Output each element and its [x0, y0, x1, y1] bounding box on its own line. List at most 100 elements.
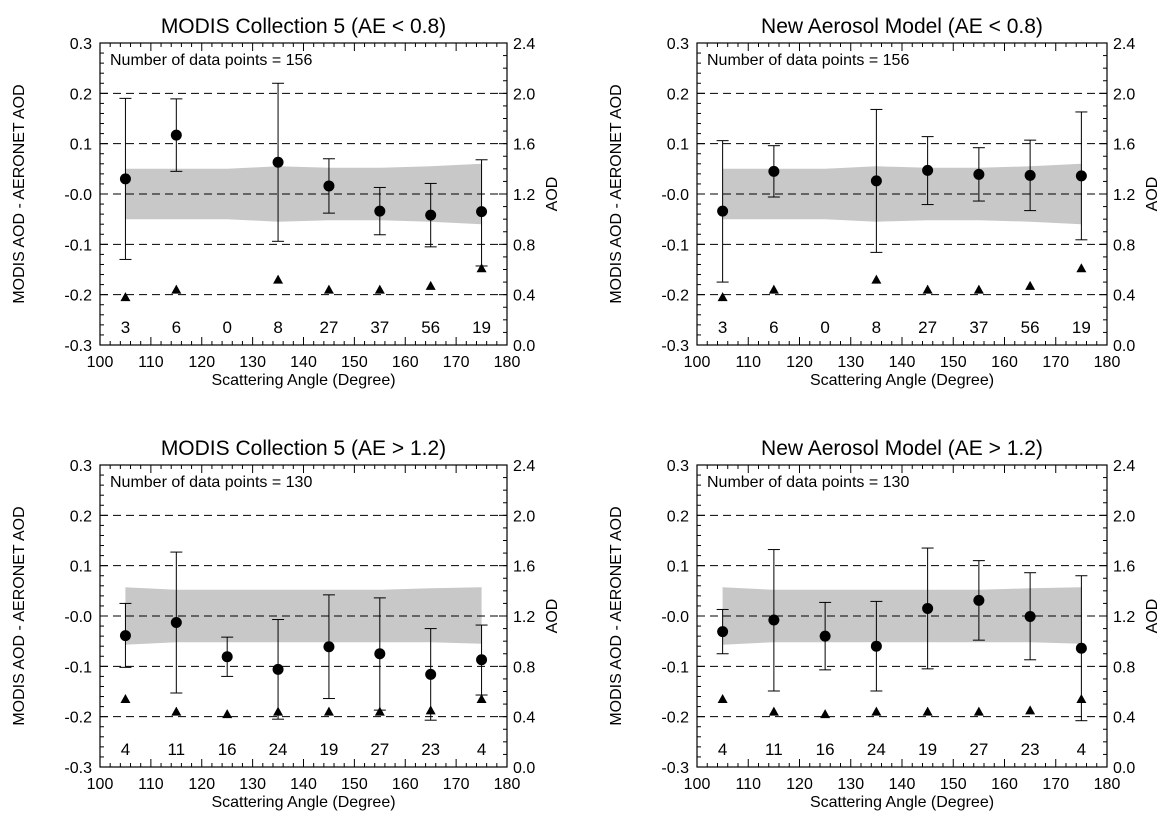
aod-triangle: [323, 706, 334, 716]
x-tick-label: 170: [1042, 354, 1069, 371]
count-label: 8: [273, 318, 282, 337]
y-axis-label: MODIS AOD - AERONET AOD: [11, 506, 28, 725]
count-label: 4: [1077, 740, 1086, 759]
x-tick-label: 130: [837, 354, 864, 371]
aod-triangle: [374, 284, 385, 294]
data-points-annotation: Number of data points = 156: [110, 52, 312, 69]
x-tick-label: 130: [239, 354, 266, 371]
y-tick-label: -0.0: [661, 609, 689, 626]
count-label: 19: [319, 740, 338, 759]
x-tick-label: 170: [443, 354, 470, 371]
aod-triangle: [717, 694, 728, 704]
mean-bias-point: [374, 205, 386, 217]
x-tick-label: 100: [87, 776, 114, 793]
y2-tick-label: 0.0: [513, 760, 535, 777]
aod-triangle: [425, 705, 436, 715]
mean-bias-point: [870, 640, 882, 652]
x-tick-label: 100: [684, 354, 711, 371]
x-tick-label: 140: [889, 776, 916, 793]
x-tick-label: 150: [341, 776, 368, 793]
chart-panel-4: 100 110 120 130 140 150 160 170 180 -0.3 -0.2 -0.1 -…: [608, 437, 1161, 811]
y-tick-label: 0.2: [70, 86, 92, 103]
count-label: 16: [218, 740, 237, 759]
mean-bias-point: [1024, 169, 1036, 181]
mean-bias-point: [973, 168, 985, 180]
mean-bias-point: [922, 164, 934, 176]
x-tick-label: 160: [991, 354, 1018, 371]
mean-bias-point: [1024, 611, 1036, 623]
x-tick-label: 120: [188, 776, 215, 793]
y-tick-label: -0.0: [661, 187, 689, 204]
x-axis-label: Scattering Angle (Degree): [810, 372, 994, 389]
y-tick-label: -0.1: [661, 659, 689, 676]
count-label: 16: [816, 740, 835, 759]
data-points-annotation: Number of data points = 130: [110, 474, 312, 491]
y2-tick-label: 0.8: [513, 659, 535, 676]
count-label: 0: [820, 318, 829, 337]
chart-panel-1: 100 110 120 130 140 150 160 170 180 -0.3 -0.2 -0.1 -…: [11, 15, 561, 389]
x-tick-label: 140: [889, 354, 916, 371]
x-tick-label: 130: [837, 776, 864, 793]
y2-axis-label: AOD: [544, 177, 561, 212]
y2-tick-label: 2.0: [1113, 86, 1135, 103]
y-tick-label: 0.3: [70, 36, 92, 53]
count-label: 56: [421, 318, 440, 337]
x-tick-label: 120: [786, 776, 813, 793]
x-tick-label: 120: [786, 354, 813, 371]
y-tick-label: -0.0: [64, 609, 92, 626]
mean-bias-point: [819, 630, 831, 642]
x-tick-label: 100: [684, 776, 711, 793]
count-label: 19: [472, 318, 491, 337]
y2-tick-label: 0.8: [1113, 237, 1135, 254]
y-tick-label: 0.1: [667, 559, 689, 576]
x-tick-label: 180: [1094, 354, 1121, 371]
y2-tick-label: 0.4: [1113, 288, 1135, 305]
x-tick-label: 100: [87, 354, 114, 371]
aod-triangle: [1076, 263, 1087, 273]
y-tick-label: -0.2: [661, 710, 689, 727]
count-label: 6: [172, 318, 181, 337]
aod-triangle: [768, 706, 779, 716]
y2-tick-label: 1.2: [1113, 187, 1135, 204]
mean-bias-point: [476, 654, 488, 666]
mean-bias-point: [221, 651, 233, 663]
chart-panel-2: 100 110 120 130 140 150 160 170 180 -0.3 -0.2 -0.1 -…: [608, 15, 1161, 389]
count-label: 27: [370, 740, 389, 759]
y-tick-label: 0.3: [667, 458, 689, 475]
data-points-annotation: Number of data points = 156: [707, 52, 909, 69]
count-label: 11: [167, 740, 185, 759]
x-tick-label: 150: [341, 354, 368, 371]
x-tick-label: 110: [735, 354, 761, 371]
mean-bias-point: [170, 617, 182, 629]
y-tick-label: 0.1: [70, 137, 92, 154]
count-label: 37: [969, 318, 988, 337]
y2-tick-label: 2.4: [513, 458, 535, 475]
y2-tick-label: 1.6: [1113, 137, 1135, 154]
count-label: 24: [269, 740, 288, 759]
y2-tick-label: 2.4: [513, 36, 535, 53]
y2-tick-label: 1.2: [513, 609, 535, 626]
aod-triangle: [922, 284, 933, 294]
aod-triangle: [374, 706, 385, 716]
y-tick-label: 0.3: [70, 458, 92, 475]
mean-bias-point: [768, 165, 780, 177]
count-label: 19: [1072, 318, 1091, 337]
mean-bias-point: [425, 668, 437, 680]
y2-axis-label: AOD: [1144, 177, 1161, 212]
uncertainty-band: [722, 587, 1082, 645]
y2-tick-label: 1.6: [513, 559, 535, 576]
aod-triangle: [1025, 705, 1036, 715]
y2-axis-label: AOD: [1144, 599, 1161, 634]
x-tick-label: 110: [138, 354, 164, 371]
y2-tick-label: 1.6: [1113, 559, 1135, 576]
aod-triangle: [476, 694, 487, 704]
aod-triangle: [1025, 280, 1036, 290]
aod-triangle: [871, 274, 882, 284]
y2-tick-label: 2.4: [1113, 36, 1135, 53]
y2-tick-label: 1.2: [1113, 609, 1135, 626]
chart-panel-3: 100 110 120 130 140 150 160 170 180 -0.3 -0.2 -0.1 -…: [11, 437, 561, 811]
x-tick-label: 180: [1094, 776, 1121, 793]
x-axis-label: Scattering Angle (Degree): [211, 372, 395, 389]
aod-triangle: [425, 280, 436, 290]
mean-bias-point: [119, 173, 131, 185]
